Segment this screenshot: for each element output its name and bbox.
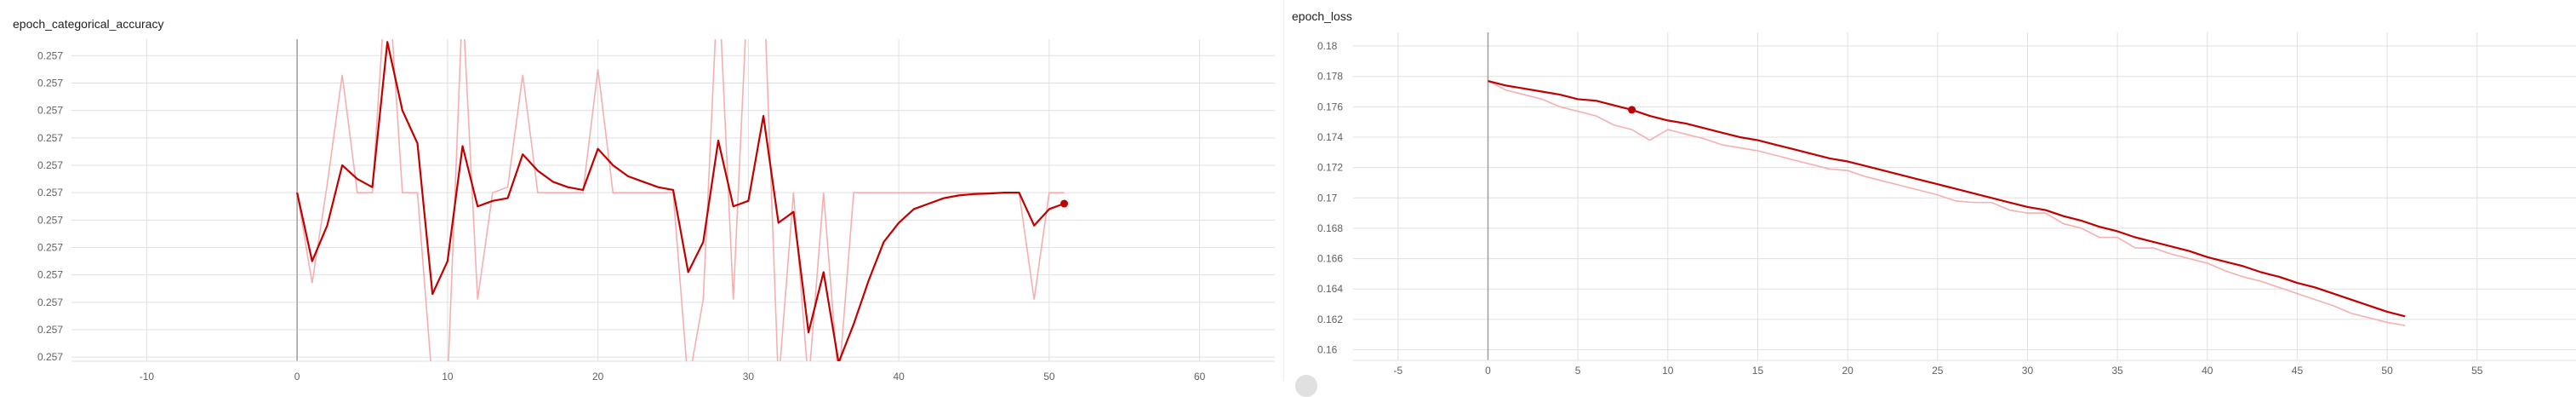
- x-tick-label: 25: [1932, 365, 1944, 377]
- y-tick-label: 0.257: [37, 105, 63, 117]
- series-line-smoothed: [296, 41, 1065, 361]
- y-tick-label: 0.16: [1317, 344, 1338, 356]
- y-tick-label: 0.176: [1317, 101, 1343, 112]
- y-tick-label: 0.257: [37, 49, 63, 61]
- x-tick-label: -10: [140, 371, 155, 383]
- chart-title: epoch_loss: [1292, 9, 1352, 23]
- y-tick-label: 0.162: [1317, 314, 1343, 325]
- x-tick-label: -5: [1393, 365, 1402, 377]
- x-tick-label: 10: [1662, 365, 1674, 377]
- y-tick-label: 0.164: [1317, 283, 1343, 295]
- series-line-raw: [296, 39, 1065, 361]
- y-tick-label: 0.257: [37, 77, 63, 89]
- fab-button[interactable]: [1295, 375, 1317, 397]
- y-tick-label: 0.174: [1317, 131, 1343, 143]
- y-tick-label: 0.172: [1317, 162, 1343, 174]
- grid-lines: [71, 39, 1275, 361]
- chart-panel-loss: epoch_loss 0.16 0.162 0.164 0.166 0.168 0.17 0…: [1285, 0, 2576, 381]
- y-tick-label: 0.257: [37, 214, 63, 226]
- x-tick-label: 5: [1575, 365, 1581, 377]
- y-tick-label: 0.257: [37, 269, 63, 281]
- x-tick-label: 35: [2111, 365, 2123, 377]
- highlight-point[interactable]: [1060, 199, 1069, 208]
- x-tick-label: 55: [2471, 365, 2483, 377]
- x-tick-label: 15: [1752, 365, 1764, 377]
- y-tick-label: 0.168: [1317, 222, 1343, 234]
- x-tick-label: 30: [743, 371, 755, 383]
- y-tick-label: 0.257: [37, 351, 63, 363]
- x-tick-label: 30: [2022, 365, 2034, 377]
- y-tick-label: 0.17: [1317, 192, 1338, 204]
- y-tick-label: 0.166: [1317, 253, 1343, 265]
- x-tick-label: 50: [1043, 371, 1055, 383]
- y-tick-label: 0.257: [37, 241, 63, 253]
- y-tick-label: 0.257: [37, 324, 63, 336]
- y-tick-label: 0.257: [37, 159, 63, 171]
- x-tick-label: 60: [1194, 371, 1206, 383]
- series-line-raw: [1488, 80, 2406, 326]
- accuracy-chart: 0.257 0.257 0.257 0.257 0.257 0.257 0.257 0.257…: [37, 39, 1275, 383]
- x-tick-label: 40: [2202, 365, 2213, 377]
- y-tick-label: 0.257: [37, 132, 63, 144]
- y-tick-label: 0.178: [1317, 71, 1343, 83]
- x-tick-label: 50: [2381, 365, 2393, 377]
- y-tick-label: 0.257: [37, 187, 63, 198]
- x-tick-label: 40: [893, 371, 905, 383]
- loss-chart: 0.16 0.162 0.164 0.166 0.168 0.17 0.172 0.174 0.…: [1317, 32, 2576, 377]
- chart-title: epoch_categorical_accuracy: [13, 17, 164, 31]
- panel-divider: [1283, 0, 1284, 381]
- x-tick-label: 20: [592, 371, 604, 383]
- series-line-smoothed: [1488, 79, 2406, 318]
- highlight-point[interactable]: [1628, 106, 1636, 114]
- x-tick-label: 10: [442, 371, 454, 383]
- x-tick-label: 45: [2292, 365, 2304, 377]
- grid-lines: [1353, 32, 2576, 360]
- x-tick-label: 0: [294, 371, 300, 383]
- y-tick-label: 0.18: [1317, 40, 1338, 52]
- x-tick-label: 20: [1842, 365, 1853, 377]
- chart-panel-categorical-accuracy: epoch_categorical_accuracy 0.257 0.257 0.2…: [0, 0, 1285, 383]
- y-tick-label: 0.257: [37, 296, 63, 308]
- x-tick-label: 0: [1485, 365, 1491, 377]
